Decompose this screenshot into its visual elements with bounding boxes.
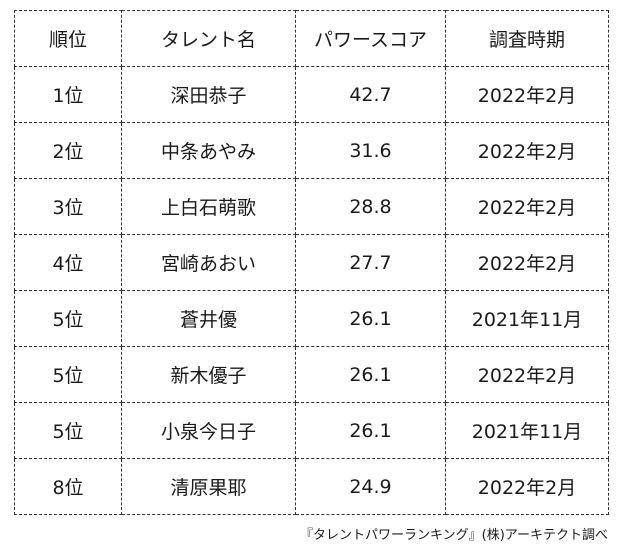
score-cell: 26.1 — [295, 346, 446, 403]
talent-name-cell: 清原果耶 — [121, 458, 296, 515]
table-row: 5位 蒼井優 26.1 2021年11月 — [14, 290, 609, 347]
rank-cell: 8位 — [14, 458, 122, 515]
table-row: 8位 清原果耶 24.9 2022年2月 — [14, 458, 609, 515]
survey-period-cell: 2022年2月 — [445, 122, 609, 179]
rank-cell: 1位 — [14, 66, 122, 123]
rank-cell: 2位 — [14, 122, 122, 179]
header-rank: 順位 — [14, 10, 122, 67]
talent-name-cell: 蒼井優 — [121, 290, 296, 347]
source-note: 『タレントパワーランキング』(株)アーキテクト調べ — [300, 528, 608, 543]
rank-cell: 4位 — [14, 234, 122, 291]
score-cell: 31.6 — [295, 122, 446, 179]
talent-name-cell: 宮崎あおい — [121, 234, 296, 291]
rank-cell: 5位 — [14, 290, 122, 347]
score-cell: 26.1 — [295, 290, 446, 347]
header-power-score: パワースコア — [295, 10, 446, 67]
score-cell: 24.9 — [295, 458, 446, 515]
table-row: 5位 小泉今日子 26.1 2021年11月 — [14, 402, 609, 459]
rank-cell: 5位 — [14, 402, 122, 459]
table-row: 3位 上白石萌歌 28.8 2022年2月 — [14, 178, 609, 235]
talent-name-cell: 上白石萌歌 — [121, 178, 296, 235]
ranking-table: 順位 タレント名 パワースコア 調査時期 1位 深田恭子 42.7 2022年2… — [14, 10, 609, 515]
score-cell: 28.8 — [295, 178, 446, 235]
score-cell: 26.1 — [295, 402, 446, 459]
rank-cell: 5位 — [14, 346, 122, 403]
header-survey-period: 調査時期 — [445, 10, 609, 67]
survey-period-cell: 2021年11月 — [445, 402, 609, 459]
header-row: 順位 タレント名 パワースコア 調査時期 — [14, 10, 609, 67]
table-row: 4位 宮崎あおい 27.7 2022年2月 — [14, 234, 609, 291]
table-row: 1位 深田恭子 42.7 2022年2月 — [14, 66, 609, 123]
survey-period-cell: 2021年11月 — [445, 290, 609, 347]
talent-name-cell: 中条あやみ — [121, 122, 296, 179]
survey-period-cell: 2022年2月 — [445, 234, 609, 291]
survey-period-cell: 2022年2月 — [445, 458, 609, 515]
survey-period-cell: 2022年2月 — [445, 66, 609, 123]
survey-period-cell: 2022年2月 — [445, 178, 609, 235]
score-cell: 42.7 — [295, 66, 446, 123]
header-talent-name: タレント名 — [121, 10, 296, 67]
talent-name-cell: 深田恭子 — [121, 66, 296, 123]
table-row: 2位 中条あやみ 31.6 2022年2月 — [14, 122, 609, 179]
survey-period-cell: 2022年2月 — [445, 346, 609, 403]
talent-name-cell: 小泉今日子 — [121, 402, 296, 459]
table-row: 5位 新木優子 26.1 2022年2月 — [14, 346, 609, 403]
rank-cell: 3位 — [14, 178, 122, 235]
score-cell: 27.7 — [295, 234, 446, 291]
talent-name-cell: 新木優子 — [121, 346, 296, 403]
